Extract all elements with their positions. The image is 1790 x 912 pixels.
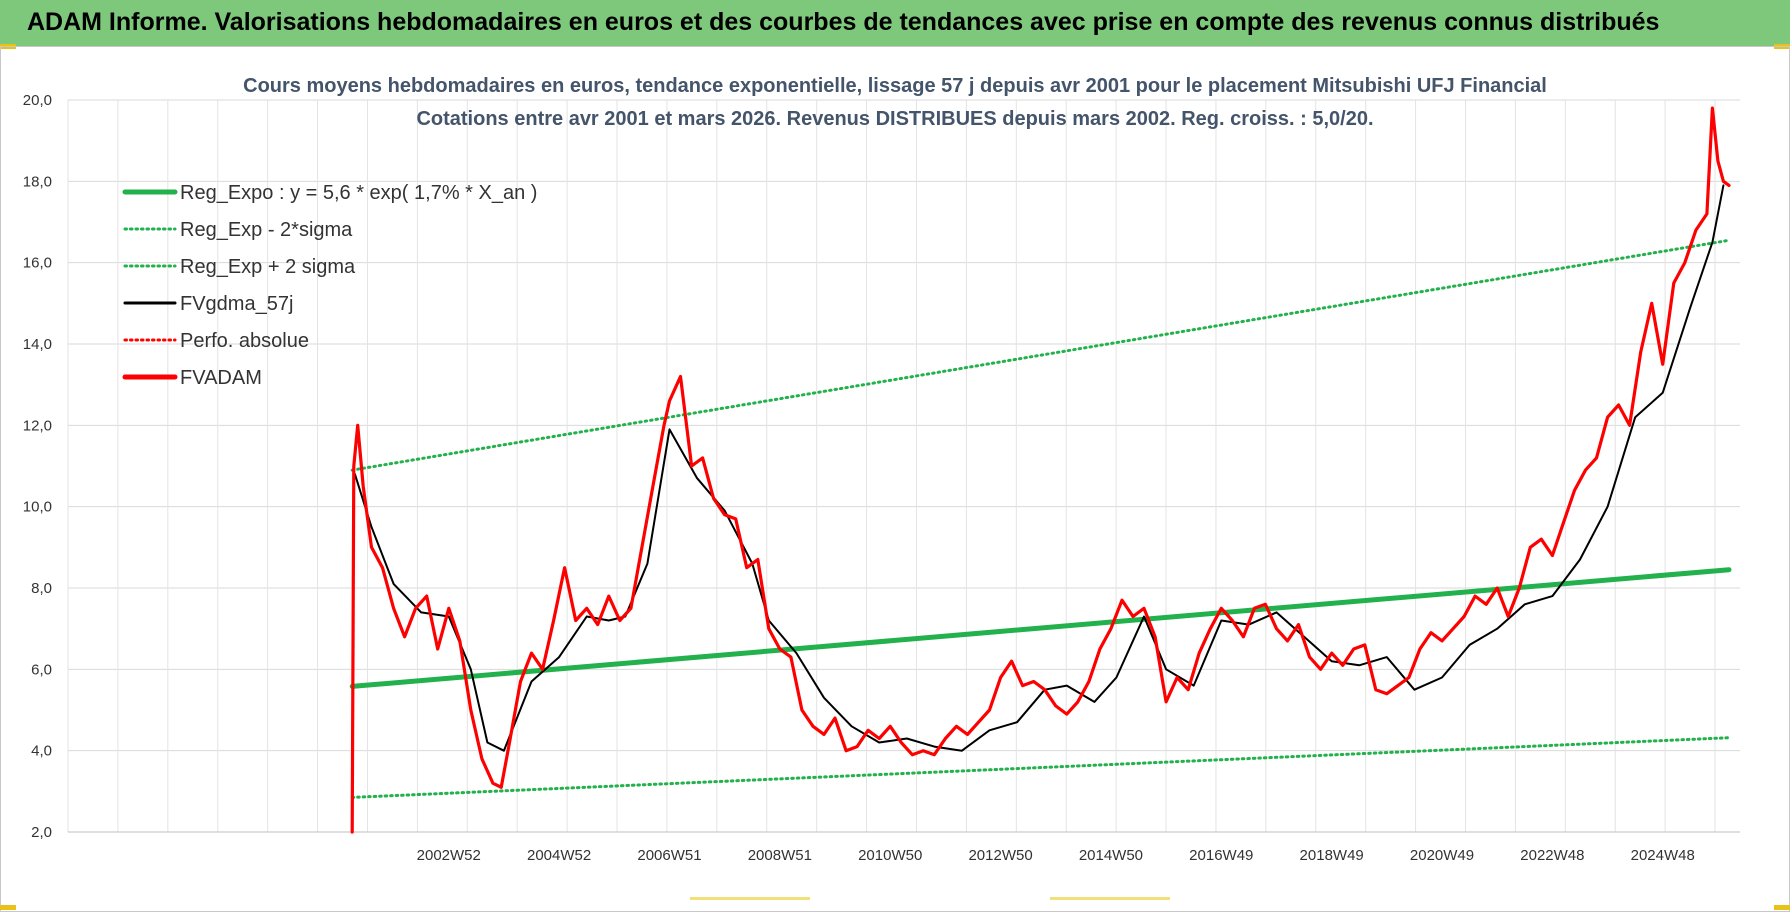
y-tick-label: 4,0 [31, 743, 52, 760]
page-title: ADAM Informe. Valorisations hebdomadaire… [27, 8, 1660, 36]
y-tick-label: 6,0 [31, 661, 52, 678]
x-tick-label: 2012W50 [968, 847, 1032, 864]
series-line [350, 106, 1731, 834]
x-tick-label: 2002W52 [417, 847, 481, 864]
x-tick-label: 2014W50 [1079, 847, 1143, 864]
bottom-mark-1 [690, 897, 810, 900]
chart-subtitle: Cotations entre avr 2001 et mars 2026. R… [416, 108, 1373, 130]
y-tick-label: 18,0 [23, 173, 52, 190]
y-tick-label: 2,0 [31, 824, 52, 841]
x-tick-label: 2008W51 [748, 847, 812, 864]
x-tick-label: 2006W51 [637, 847, 701, 864]
x-tick-label: 2010W50 [858, 847, 922, 864]
series-line [349, 567, 1732, 689]
y-tick-label: 14,0 [23, 336, 52, 353]
y-tick-label: 8,0 [31, 580, 52, 597]
chart-title: Cours moyens hebdomadaires en euros, ten… [243, 75, 1547, 97]
corner-mark-bottom-left [0, 905, 16, 910]
header-banner: ADAM Informe. Valorisations hebdomadaire… [0, 0, 1790, 47]
y-tick-label: 12,0 [23, 417, 52, 434]
grid [67, 99, 1740, 833]
legend: Reg_Expo : y = 5,6 * exp( 1,7% * X_an ) R… [122, 182, 537, 389]
y-tick-label: 16,0 [23, 255, 52, 272]
x-tick-label: 2020W49 [1410, 847, 1474, 864]
legend-label: FVgdma_57j [180, 293, 293, 315]
corner-mark-bottom-right [1774, 905, 1790, 910]
series-line [353, 184, 1725, 752]
x-tick-label: 2018W49 [1300, 847, 1364, 864]
x-tick-label: 2024W48 [1631, 847, 1695, 864]
x-tick-label: 2004W52 [527, 847, 591, 864]
y-tick-label: 20,0 [23, 92, 52, 109]
legend-label: FVADAM [180, 367, 262, 389]
legend-label: Perfo. absolue [180, 330, 309, 352]
series-line [350, 736, 1731, 799]
y-tick-label: 10,0 [23, 499, 52, 516]
x-tick-label: 2016W49 [1189, 847, 1253, 864]
legend-label: Reg_Exp + 2 sigma [180, 256, 356, 278]
series-line [350, 238, 1731, 472]
legend-label: Reg_Exp - 2*sigma [180, 219, 353, 241]
legend-label: Reg_Expo : y = 5,6 * exp( 1,7% * X_an ) [180, 182, 537, 204]
series-lines [349, 106, 1732, 834]
bottom-mark-2 [1050, 897, 1170, 900]
x-tick-label: 2022W48 [1520, 847, 1584, 864]
axes: 2,0 4,0 6,0 8,0 10,0 12,0 14,0 16,0 18,0 20,0 2002… [23, 92, 1740, 864]
